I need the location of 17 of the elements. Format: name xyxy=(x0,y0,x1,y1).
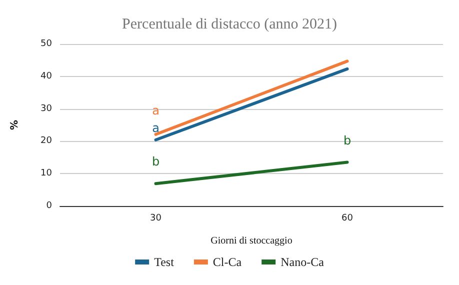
data-label: a xyxy=(152,103,160,118)
x-tick-label: 60 xyxy=(342,214,354,224)
y-tick-label: 0 xyxy=(46,201,52,211)
legend-label: Cl-Ca xyxy=(212,255,242,269)
data-label: a xyxy=(152,120,160,135)
y-tick-label: 50 xyxy=(40,39,52,49)
y-tick-label: 40 xyxy=(40,71,52,82)
legend-label: Nano-Ca xyxy=(280,255,325,269)
x-axis-title: Giorni di stoccaggio xyxy=(210,236,292,246)
chart-title: Percentuale di distacco (anno 2021) xyxy=(122,16,337,32)
data-label: b xyxy=(343,133,352,148)
y-tick-label: 30 xyxy=(40,104,52,114)
y-axis-title: % xyxy=(10,120,20,130)
y-tick-label: 20 xyxy=(40,136,52,146)
legend-label: Test xyxy=(154,255,175,269)
data-label: b xyxy=(152,154,160,169)
y-tick-label: 10 xyxy=(40,168,52,179)
